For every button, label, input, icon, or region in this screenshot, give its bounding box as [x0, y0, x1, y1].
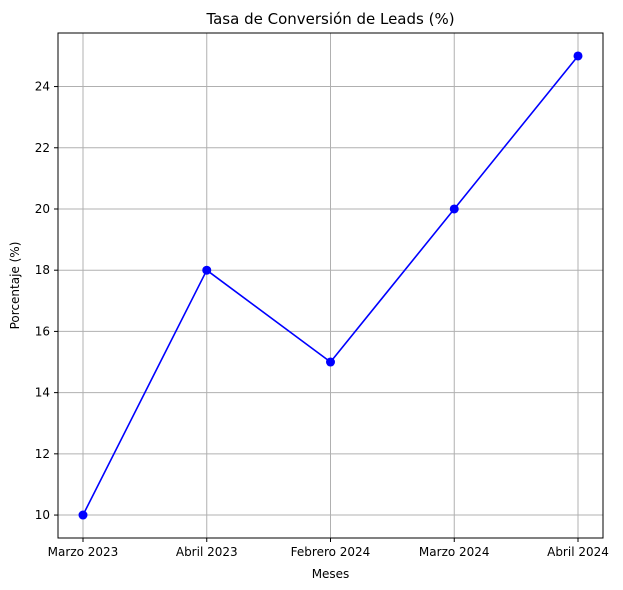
data-point [202, 265, 212, 275]
data-point [326, 357, 335, 367]
y-tick-label: 18 [35, 263, 50, 277]
y-axis-label: Porcentaje (%) [8, 242, 22, 330]
data-point [78, 510, 88, 520]
data-point [573, 51, 583, 61]
x-tick-label: Abril 2023 [176, 545, 238, 559]
y-tick-label: 24 [35, 80, 50, 94]
y-tick-label: 20 [35, 202, 50, 216]
x-tick-label: Febrero 2024 [291, 545, 371, 559]
grid-lines [58, 33, 603, 538]
y-tick-label: 10 [35, 508, 50, 522]
axis-ticks: Marzo 2023 Abril 2023 Febrero 2024 Marzo 20… [35, 80, 609, 559]
y-tick-label: 12 [35, 447, 50, 461]
y-tick-label: 16 [35, 324, 50, 338]
plot-area [78, 51, 583, 520]
x-axis-label: Meses [312, 567, 350, 581]
data-point [449, 204, 459, 214]
y-tick-label: 14 [35, 386, 50, 400]
x-tick-label: Marzo 2023 [48, 545, 119, 559]
plot-frame [57, 32, 604, 539]
chart-title: Tasa de Conversión de Leads (%) [205, 10, 454, 28]
x-tick-label: Abril 2024 [547, 545, 609, 559]
y-tick-label: 22 [35, 141, 50, 155]
x-tick-label: Marzo 2024 [419, 545, 490, 559]
